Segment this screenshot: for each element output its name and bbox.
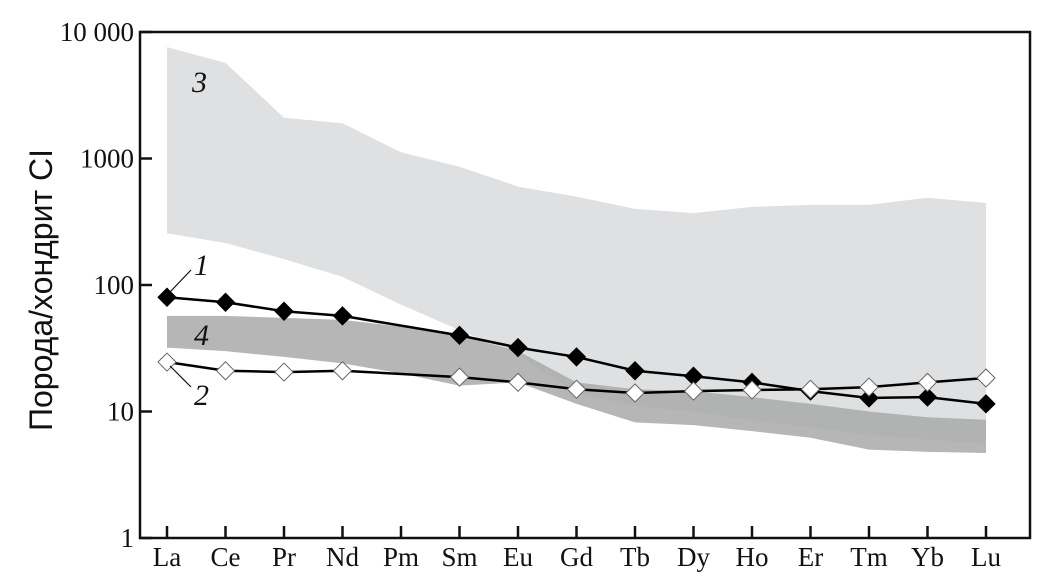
- series-2-point-Tm: [859, 377, 879, 397]
- series-layer: [157, 287, 996, 414]
- series-1-point-Tb: [625, 361, 645, 381]
- series-1-point-Tm: [859, 388, 879, 408]
- y-axis-label: Порода/хондрит CI: [23, 149, 59, 431]
- series-2-point-Er: [800, 379, 821, 399]
- series-1-point-Gd: [566, 347, 587, 367]
- series-2-line: [166, 360, 987, 395]
- x-tick-label: Gd: [560, 542, 593, 572]
- y-tick-label: 100: [94, 270, 135, 300]
- x-tick-label: Sm: [441, 542, 477, 572]
- x-tick-label: Tm: [850, 542, 888, 572]
- series-2-point-Eu: [508, 372, 528, 393]
- leader-line-1: [169, 269, 192, 293]
- x-tick-label: Nd: [326, 542, 359, 572]
- series-1-point-Eu: [508, 337, 528, 358]
- y-tick-label: 1: [121, 523, 135, 553]
- series-2-point-Ce: [215, 361, 236, 381]
- series-1-point-Sm: [449, 325, 470, 346]
- x-tick-label: Eu: [503, 542, 533, 572]
- series-1-point-Ce: [215, 292, 236, 312]
- y-tick-label: 1000: [80, 144, 134, 174]
- series-2-point-Ho: [742, 380, 762, 400]
- x-tick-label: Yb: [911, 542, 944, 572]
- x-tick-label: Ho: [736, 542, 769, 572]
- series-2-point-Gd: [566, 379, 587, 399]
- x-tick-label: Dy: [677, 542, 710, 572]
- series-2-point-Dy: [683, 381, 704, 401]
- x-tick-label: Pr: [272, 542, 296, 572]
- x-tick-label: Lu: [971, 542, 1001, 572]
- series-2-point-Nd: [332, 361, 353, 381]
- x-tick-label: Er: [798, 542, 823, 572]
- series-1-point-Yb: [917, 387, 938, 407]
- series-1-point-Nd: [332, 306, 353, 326]
- series-2-point-La: [157, 352, 177, 372]
- series-1-point-Lu: [976, 394, 996, 414]
- series-2-point-Tb: [625, 383, 645, 403]
- series-2-point-Pr: [274, 362, 294, 382]
- leader-line-2: [169, 365, 192, 388]
- series-1-line: [166, 296, 987, 406]
- y-tick-label: 10 000: [60, 17, 134, 47]
- x-tick-label: Tb: [620, 542, 650, 572]
- field-3: [167, 47, 986, 444]
- x-tick-label: La: [153, 542, 181, 572]
- series-2-point-Yb: [917, 372, 938, 393]
- axes-layer: 1 10 100 1000 10 000 La Ce Pr Nd Pm Sm Eu Gd Tb Dy Ho Er…: [60, 17, 1002, 572]
- label-field-4: 4: [194, 319, 209, 352]
- series-1-point-La: [157, 287, 177, 307]
- label-series-2: 2: [194, 379, 209, 412]
- series-2-point-Lu: [976, 368, 996, 388]
- y-tick-label: 10: [107, 397, 134, 427]
- label-field-3: 3: [191, 66, 207, 99]
- series-1-point-Pr: [274, 301, 294, 321]
- series-2-point-Sm: [449, 367, 470, 387]
- x-tick-label: Pm: [383, 542, 419, 572]
- x-tick-label: Ce: [211, 542, 241, 572]
- label-series-1: 1: [194, 249, 209, 282]
